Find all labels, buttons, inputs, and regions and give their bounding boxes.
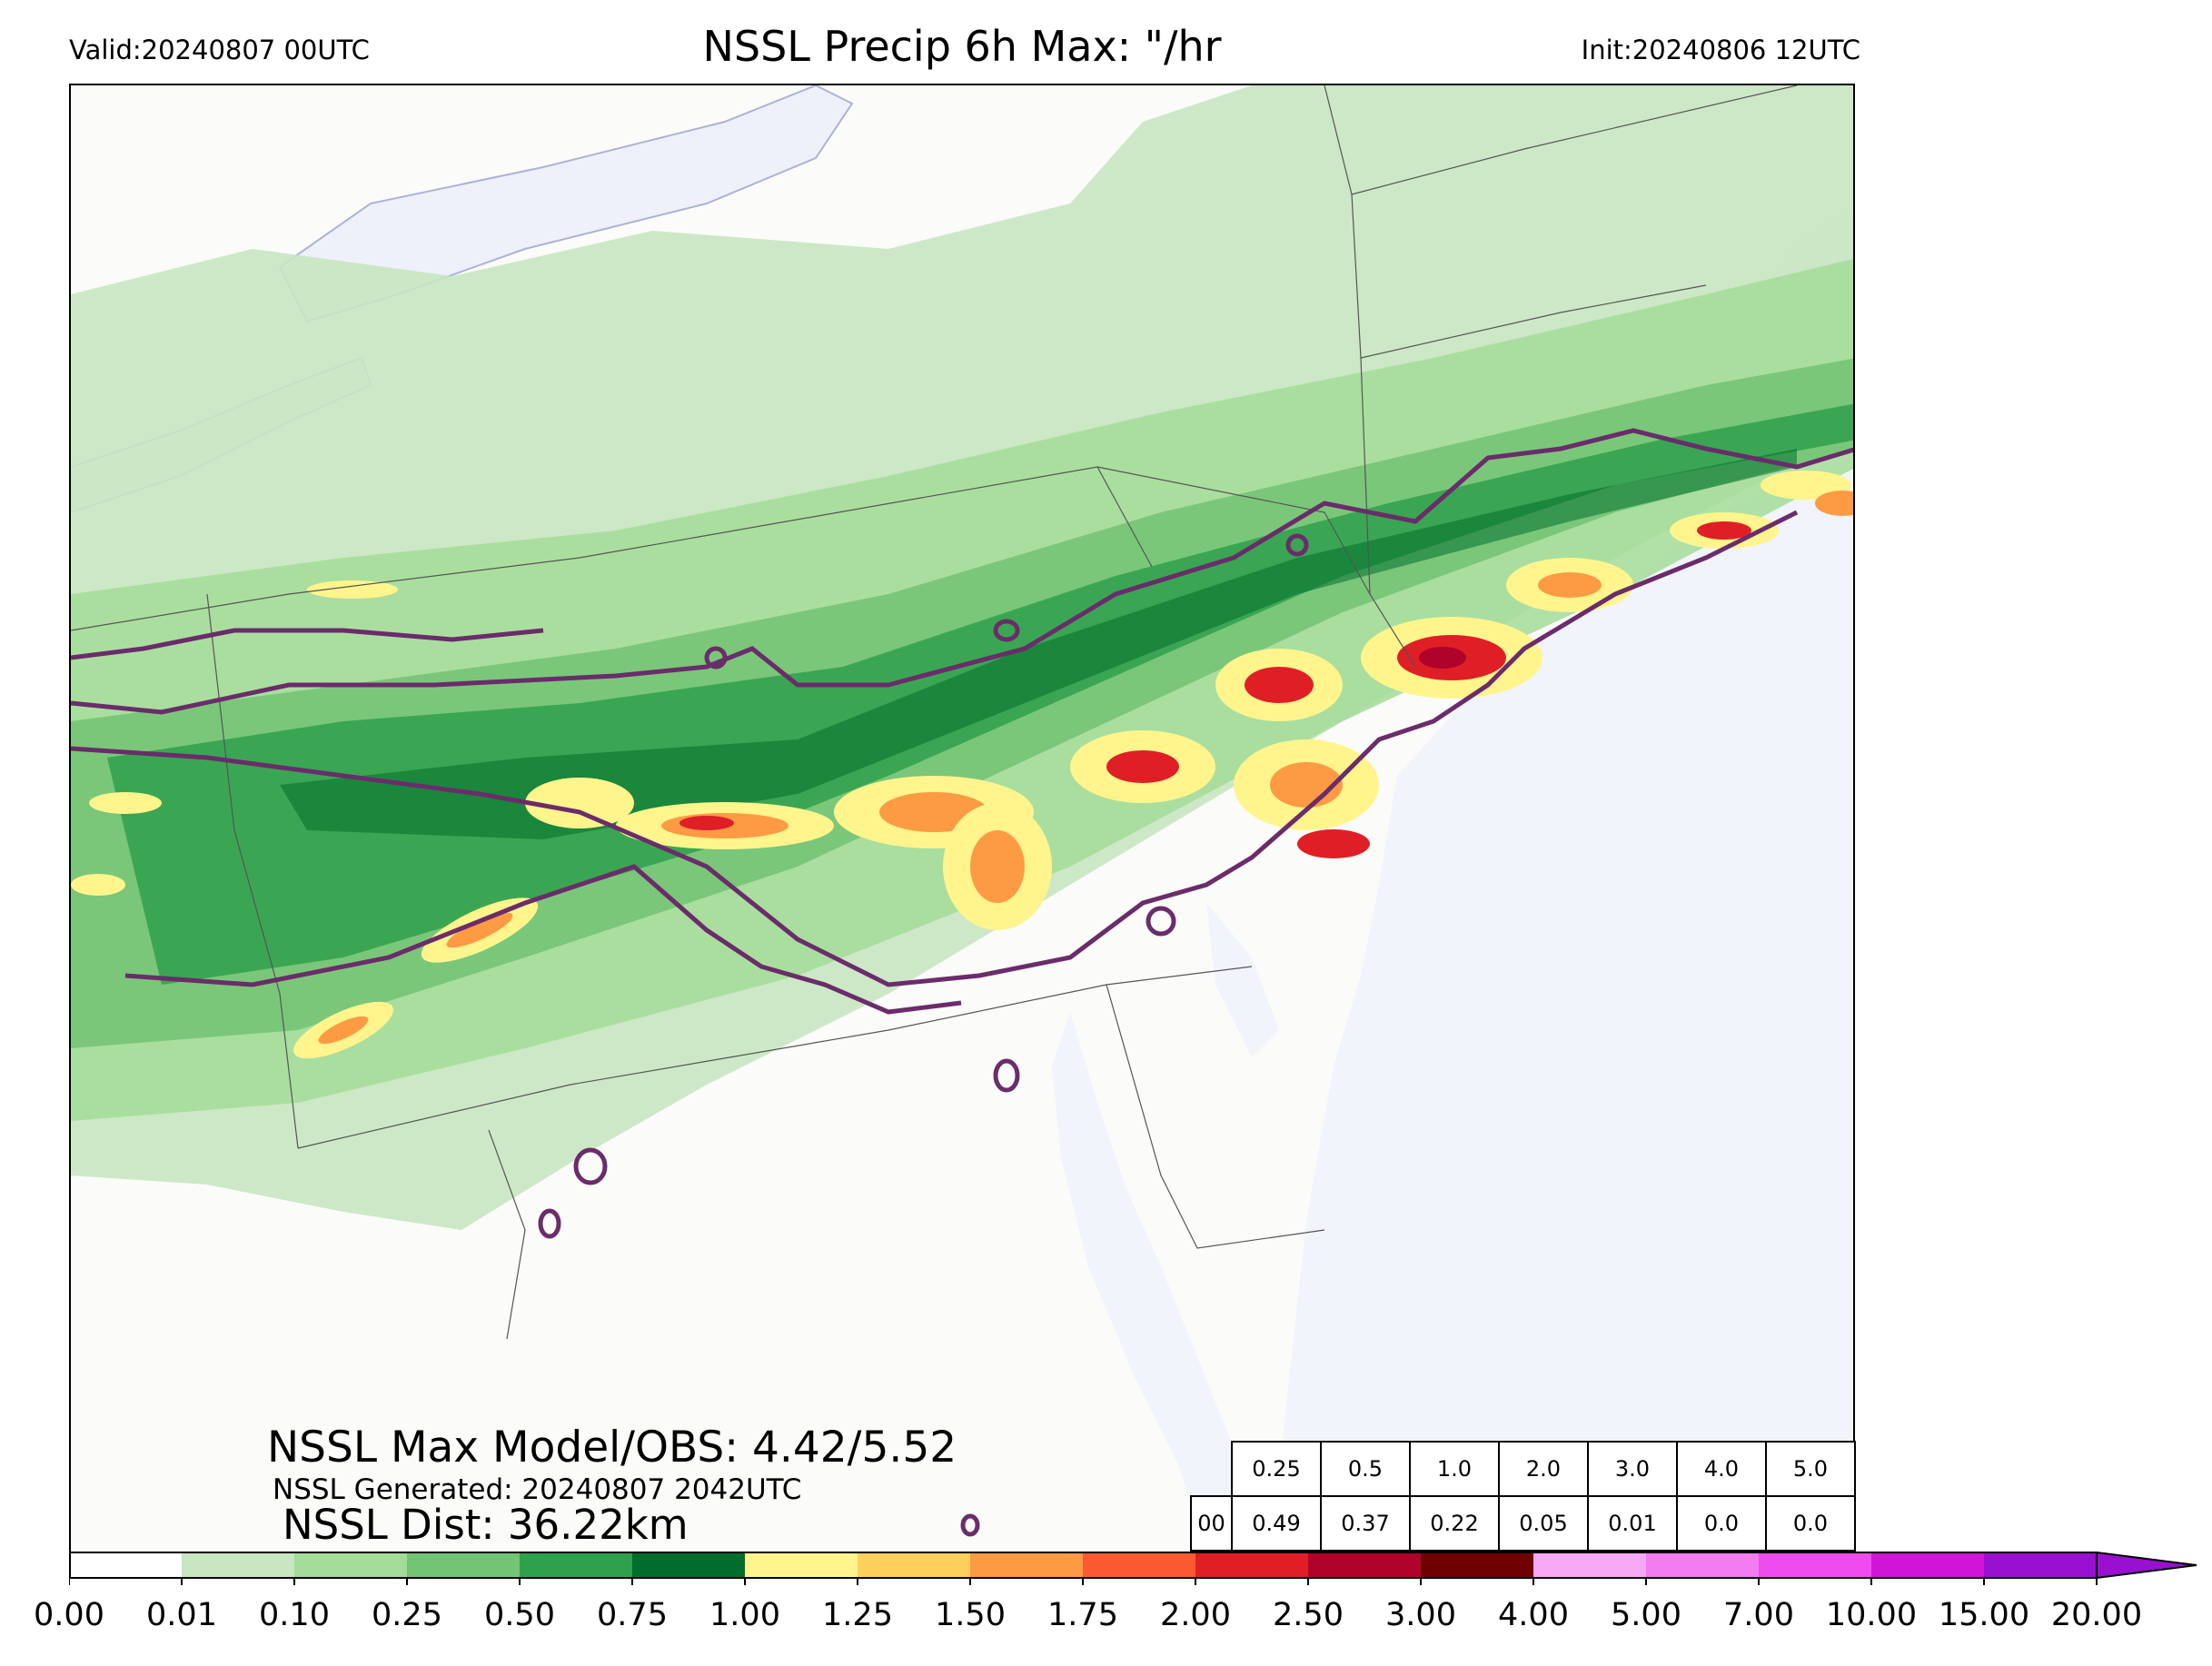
value-cell: 0.0 [1676,1495,1767,1552]
colorbar-tick-label: 1.25 [822,1597,893,1633]
colorbar-tick-label: 0.75 [597,1597,668,1633]
colorbar-segment [632,1552,745,1578]
colorbar-tick-label: 0.10 [259,1597,330,1633]
value-cell: 0.37 [1320,1495,1411,1552]
map-canvas [71,85,1853,1552]
colorbar-tick-label: 2.50 [1273,1597,1344,1633]
precip-band-dark [280,449,1797,839]
colorbar-segment [407,1552,520,1578]
chesapeake-bay [1052,1012,1252,1552]
colorbar-tick-label: 10.00 [1825,1597,1918,1633]
colorbar-tick-label: 0.00 [34,1597,104,1633]
colorbar-tick-label: 2.00 [1160,1597,1231,1633]
threshold-table: 0.25 0.5 1.0 2.0 3.0 4.0 5.0 00 0.49 0.3… [1190,1441,1856,1552]
table-empty-corner [1191,1442,1232,1496]
value-cell: 0.22 [1409,1495,1500,1552]
row-label-cell: 00 [1190,1495,1233,1552]
distance-text: NSSL Dist: 36.22km [283,1501,689,1549]
threshold-cell: 2.0 [1498,1441,1589,1497]
threshold-cell: 3.0 [1587,1441,1678,1497]
threshold-cell: 1.0 [1409,1441,1500,1497]
value-cell: 0.05 [1498,1495,1589,1552]
colorbar-segment [182,1552,294,1578]
colorbar-segment [69,1552,182,1578]
colorbar-segment [1083,1552,1195,1578]
colorbar-tick-label: 5.00 [1611,1597,1681,1633]
threshold-cell: 5.0 [1765,1441,1856,1497]
colorbar-tick-label: 1.50 [935,1597,1006,1633]
colorbar-tick-label: 3.00 [1385,1597,1456,1633]
colorbar-tick-label: 20.00 [2050,1597,2143,1633]
colorbar-segment [1984,1552,2097,1578]
value-cell: 0.0 [1765,1495,1856,1552]
colorbar-segment [1195,1552,1308,1578]
max-model-obs-text: NSSL Max Model/OBS: 4.42/5.52 [267,1423,957,1473]
heavy-rain-cores [71,471,1853,1059]
colorbar-segment [1646,1552,1759,1578]
colorbar-segment [520,1552,632,1578]
value-cell: 0.01 [1587,1495,1678,1552]
colorbar-segment [1421,1552,1533,1578]
colorbar-tick-label: 1.00 [709,1597,780,1633]
colorbar-tick-label: 0.25 [372,1597,442,1633]
colorbar-segment [745,1552,858,1578]
colorbar-tick-label: 0.50 [484,1597,555,1633]
precip-map [69,84,1855,1554]
colorbar-segment [1308,1552,1421,1578]
threshold-header-row: 0.25 0.5 1.0 2.0 3.0 4.0 5.0 [1191,1441,1856,1497]
threshold-cell: 0.5 [1320,1441,1411,1497]
observed-contours [71,428,1853,1537]
threshold-cell: 4.0 [1676,1441,1767,1497]
colorbar-tick-label: 15.00 [1938,1597,2030,1633]
colorbar-segment [1759,1552,1871,1578]
delaware-bay [1206,903,1279,1057]
threshold-value-row: 00 0.49 0.37 0.22 0.05 0.01 0.0 0.0 [1190,1495,1856,1552]
colorbar-segment [294,1552,407,1578]
colorbar-extend-arrow [2096,1551,2197,1580]
atlantic-ocean [1270,450,1853,1552]
value-cell: 0.49 [1231,1495,1322,1552]
colorbar-segment [1533,1552,1646,1578]
colorbar-segment [1871,1552,1984,1578]
colorbar-segment [970,1552,1083,1578]
colorbar-tick-label: 4.00 [1498,1597,1569,1633]
init-time-label: Init:20240806 12UTC [1581,35,1860,65]
generated-time-text: NSSL Generated: 20240807 2042UTC [273,1473,802,1506]
chart-title: NSSL Precip 6h Max: "/hr [702,22,1222,71]
colorbar-tick-label: 7.00 [1723,1597,1794,1633]
colorbar-tick-label: 1.75 [1047,1597,1118,1633]
colorbar-tick-label: 0.01 [146,1597,217,1633]
threshold-cell: 0.25 [1231,1441,1322,1497]
valid-time-label: Valid:20240807 00UTC [69,35,370,65]
colorbar [69,1551,2197,1585]
colorbar-segment [858,1552,970,1578]
state-borders [71,85,1798,1340]
